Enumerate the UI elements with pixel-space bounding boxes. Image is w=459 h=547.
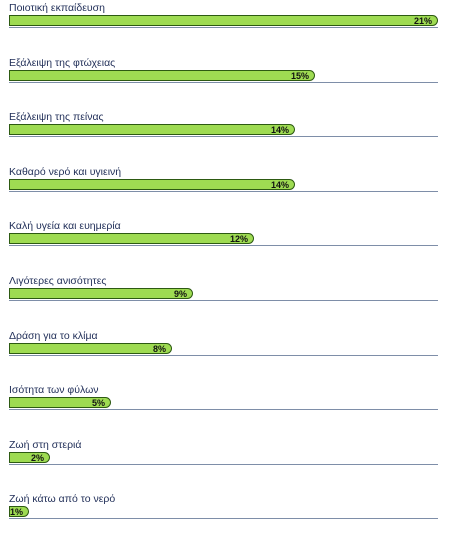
value-label: 2% <box>30 452 44 463</box>
value-label: 12% <box>229 234 248 245</box>
value-label: 8% <box>152 343 166 354</box>
category-label: Ζωή στη στεριά <box>9 438 82 451</box>
value-label: 21% <box>413 16 432 26</box>
category-label: Καλή υγεία και ευημερία <box>9 220 121 233</box>
bar-track: 5% <box>9 397 438 411</box>
bar-track: 8% <box>9 342 438 356</box>
bar: 2% <box>9 451 50 463</box>
bar: 14% <box>9 124 295 136</box>
value-label: 14% <box>270 179 289 190</box>
category-label: Ζωή κάτω από το νερό <box>9 493 116 506</box>
bar-row: Εξάλειψη της φτώχειας 15% <box>0 57 459 111</box>
value-label: 14% <box>270 125 289 136</box>
bar-row: Ζωή κάτω από το νερό 1% <box>0 493 459 547</box>
category-label: Δράση για το κλίμα <box>9 329 98 342</box>
value-label: 1% <box>9 507 23 518</box>
category-label: Ποιοτική εκπαίδευση <box>9 2 105 14</box>
value-label: 5% <box>91 398 105 409</box>
bar-row: Ισότητα των φύλων 5% <box>0 384 459 438</box>
bar: 12% <box>9 233 254 245</box>
value-label: 15% <box>290 70 309 81</box>
bar-row: Λιγότερες ανισότητες 9% <box>0 275 459 329</box>
bar: 8% <box>9 342 172 354</box>
bar: 21% <box>9 15 438 26</box>
bar-track: 14% <box>9 124 438 138</box>
bar-track: 1% <box>9 506 438 520</box>
bar-row: Καλή υγεία και ευημερία 12% <box>0 220 459 274</box>
bar-row: Εξάλειψη της πείνας 14% <box>0 111 459 165</box>
bar-row: Ποιοτική εκπαίδευση 21% <box>0 2 459 56</box>
bar-track: 15% <box>9 69 438 83</box>
bar-track: 9% <box>9 288 438 301</box>
horizontal-bar-chart: Ποιοτική εκπαίδευση 21% Εξάλειψη της φτώχε… <box>0 2 459 520</box>
category-label: Καθαρό νερό και υγιεινή <box>9 165 122 178</box>
bar-track: 2% <box>9 451 438 465</box>
category-label: Λιγότερες ανισότητες <box>9 275 107 287</box>
category-label: Ισότητα των φύλων <box>9 384 99 397</box>
bar-track: 12% <box>9 233 438 247</box>
bar-row: Καθαρό νερό και υγιεινή 14% <box>0 166 459 220</box>
category-label: Εξάλειψη της φτώχειας <box>9 56 116 69</box>
bar-track: 14% <box>9 178 438 192</box>
bar: 14% <box>9 178 295 190</box>
bar-row: Ζωή στη στεριά 2% <box>0 439 459 493</box>
bar: 5% <box>9 397 111 409</box>
bar-row: Δράση για το κλίμα 8% <box>0 330 459 384</box>
category-label: Εξάλειψη της πείνας <box>9 111 104 124</box>
bar: 15% <box>9 69 315 81</box>
bar: 9% <box>9 288 193 299</box>
bar: 1% <box>9 506 29 518</box>
bar-track: 21% <box>9 15 438 28</box>
value-label: 9% <box>173 289 187 299</box>
